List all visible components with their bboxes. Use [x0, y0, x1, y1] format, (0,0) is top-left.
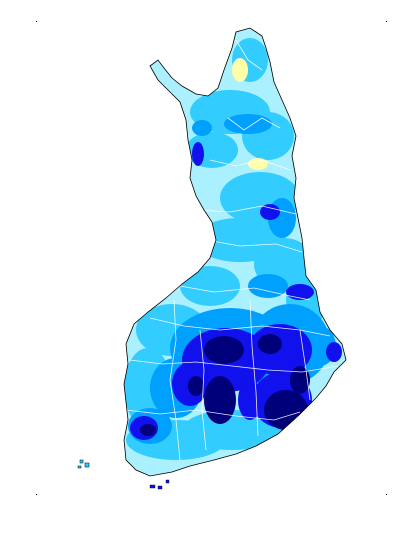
precip-layer — [124, 28, 346, 476]
corner-dot-icon — [36, 494, 37, 495]
region-borders — [125, 39, 339, 461]
aland-islands — [77, 459, 90, 469]
corner-dot-icon — [36, 21, 37, 22]
corner-dot-icon — [386, 21, 387, 22]
southern-coast-islands — [149, 479, 170, 490]
corner-dot-icon — [386, 494, 387, 495]
